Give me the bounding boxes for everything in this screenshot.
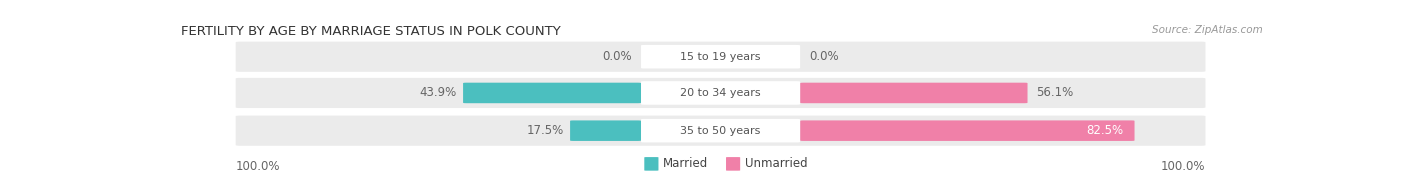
Text: 100.0%: 100.0% <box>236 160 280 173</box>
Text: 43.9%: 43.9% <box>419 86 457 99</box>
FancyBboxPatch shape <box>641 45 800 68</box>
Text: 15 to 19 years: 15 to 19 years <box>681 52 761 62</box>
Text: 82.5%: 82.5% <box>1087 124 1123 137</box>
Text: 0.0%: 0.0% <box>808 50 838 63</box>
Text: 35 to 50 years: 35 to 50 years <box>681 126 761 136</box>
Text: 0.0%: 0.0% <box>603 50 633 63</box>
Text: Married: Married <box>662 157 709 170</box>
Text: 100.0%: 100.0% <box>1161 160 1205 173</box>
FancyBboxPatch shape <box>463 83 641 103</box>
Text: 20 to 34 years: 20 to 34 years <box>681 88 761 98</box>
Text: Unmarried: Unmarried <box>745 157 807 170</box>
Text: 17.5%: 17.5% <box>526 124 564 137</box>
FancyBboxPatch shape <box>800 120 1135 141</box>
FancyBboxPatch shape <box>236 42 1205 72</box>
FancyBboxPatch shape <box>725 157 740 171</box>
FancyBboxPatch shape <box>800 83 1028 103</box>
FancyBboxPatch shape <box>641 119 800 142</box>
FancyBboxPatch shape <box>236 116 1205 146</box>
Text: FERTILITY BY AGE BY MARRIAGE STATUS IN POLK COUNTY: FERTILITY BY AGE BY MARRIAGE STATUS IN P… <box>181 25 561 38</box>
Text: 56.1%: 56.1% <box>1036 86 1074 99</box>
Text: Source: ZipAtlas.com: Source: ZipAtlas.com <box>1153 25 1263 35</box>
FancyBboxPatch shape <box>644 157 658 171</box>
FancyBboxPatch shape <box>641 81 800 105</box>
FancyBboxPatch shape <box>236 78 1205 108</box>
FancyBboxPatch shape <box>569 120 641 141</box>
